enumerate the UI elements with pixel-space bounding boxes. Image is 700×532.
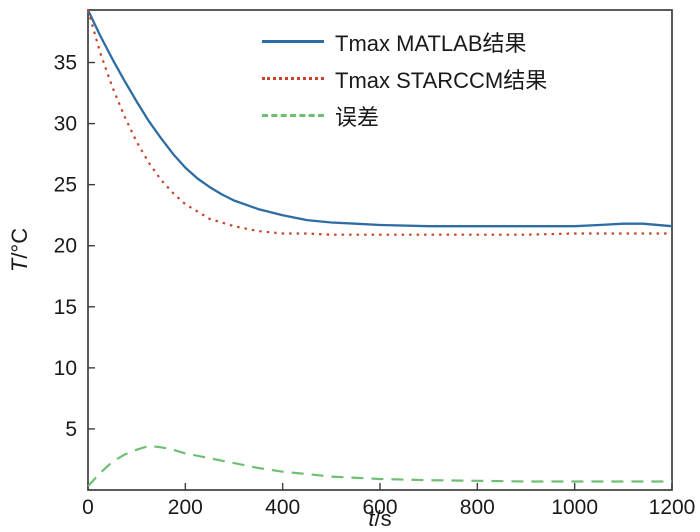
y-tick-label: 35	[54, 52, 77, 75]
legend-label-starccm: Tmax STARCCM结果	[335, 67, 548, 93]
legend-label-error: 误差	[335, 104, 380, 130]
x-tick-label: 0	[82, 496, 94, 519]
series-line-2	[87, 444, 672, 488]
x-tick-label: 400	[265, 496, 300, 519]
x-tick-label: 600	[362, 496, 397, 519]
x-axis-variable: t	[368, 506, 375, 531]
x-axis-label: t/s	[88, 506, 672, 532]
y-tick-label: 30	[54, 113, 77, 136]
legend-line-sample-dotted	[262, 77, 324, 80]
legend-item-starccm: Tmax STARCCM结果	[262, 63, 547, 94]
y-axis-label: T/°C	[7, 228, 33, 272]
series-line-0	[86, 9, 673, 228]
legend-line-sample-dashed	[262, 114, 324, 117]
x-tick-label: 800	[460, 496, 495, 519]
y-tick-label: 10	[54, 357, 77, 380]
x-tick-label: 1200	[649, 496, 696, 519]
x-tick-label: 200	[168, 496, 203, 519]
legend-line-sample-solid	[262, 40, 324, 43]
legend-item-error: 误差	[262, 100, 547, 131]
series-line-1	[86, 9, 672, 236]
legend-item-matlab: Tmax MATLAB结果	[262, 26, 547, 57]
y-tick-label: 20	[54, 235, 77, 258]
x-axis-unit: /s	[374, 506, 392, 531]
y-tick-label: 5	[65, 418, 77, 441]
y-axis-variable: T	[7, 258, 32, 273]
y-axis-unit: /°C	[7, 227, 32, 259]
y-tick-label: 25	[54, 174, 77, 197]
legend: Tmax MATLAB结果 Tmax STARCCM结果 误差	[262, 26, 547, 131]
legend-label-matlab: Tmax MATLAB结果	[335, 30, 527, 56]
y-tick-label: 15	[54, 296, 77, 319]
x-tick-label: 1000	[551, 496, 598, 519]
